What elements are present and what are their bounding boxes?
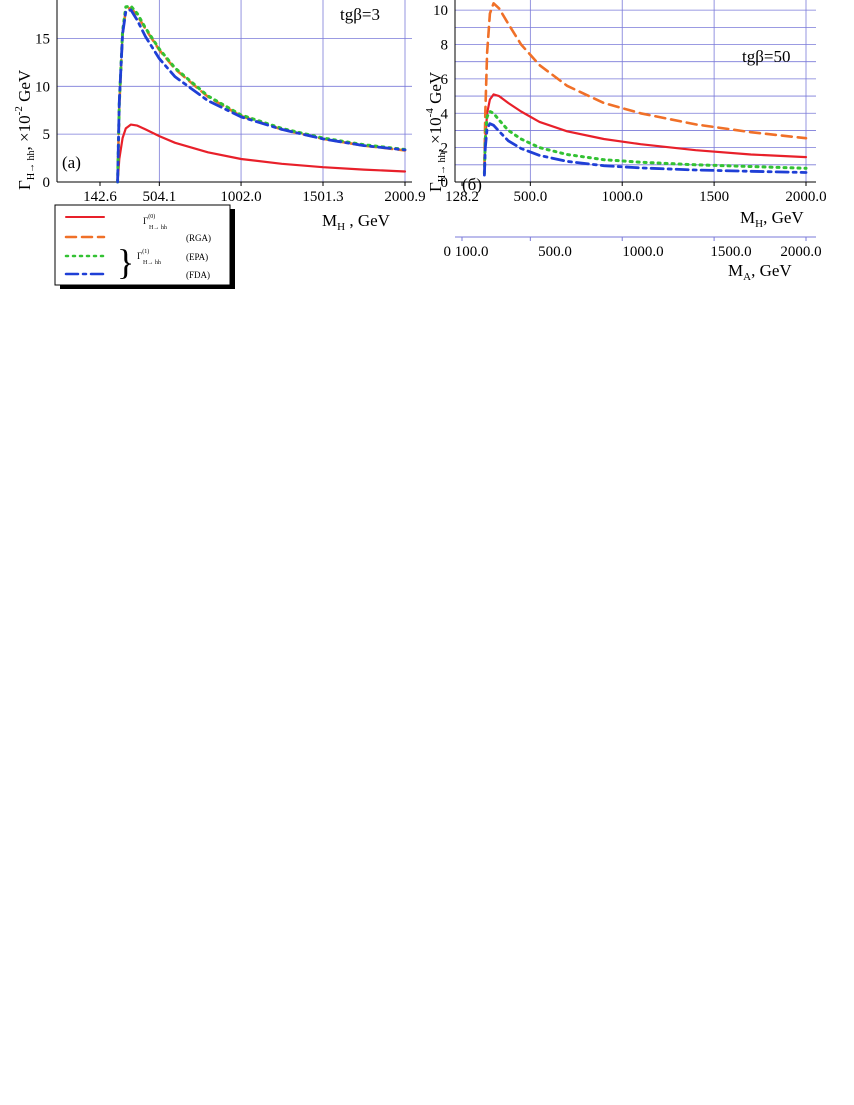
legend-label-fda: (FDA)	[186, 270, 210, 280]
panel-a-xlabel-main: M	[322, 211, 337, 230]
x-tick-label: 2000.0	[785, 189, 826, 205]
panel-a-xlabel-unit: , GeV	[345, 211, 391, 230]
series-fda-line	[483, 122, 808, 177]
x-tick-label: 1002.0	[220, 189, 261, 205]
panel-a-ylabel-sub: H→ hh	[26, 150, 37, 180]
panel-b-x2-ticks: 0 100.0 500.0 1000.0 1500.0 2000.0	[444, 237, 822, 260]
y-tick-label: 4	[441, 106, 449, 122]
panel-b-x2label: MA, GeV	[728, 261, 792, 283]
panel-a-y-ticks: 0 5 10 15	[35, 31, 50, 191]
x2-tick-label: 0 100.0	[444, 244, 489, 260]
x-tick-label: 128.2	[445, 189, 479, 205]
series-epa-line	[482, 110, 808, 175]
legend-gamma1-sup: (1)	[142, 248, 149, 255]
x2-tick-label: 500.0	[538, 244, 572, 260]
panel-a-ylabel: ΓH→ hh, ×10-2 GeV	[13, 69, 37, 190]
panel-a-series	[116, 4, 407, 184]
x-tick-label: 1000.0	[602, 189, 643, 205]
panel-a-x-ticks: 142.6 504.1 1002.0 1501.3 2000.9	[83, 182, 426, 205]
legend-gamma1-main: Γ	[137, 251, 142, 261]
y-tick-label: 10	[433, 3, 448, 19]
panel-b-ylabel-main: Γ	[426, 182, 445, 192]
legend-gamma0: Γ(0) H→ hh	[143, 213, 167, 231]
series-rga-line	[483, 1, 808, 167]
legend-gamma0-sup: (0)	[148, 213, 155, 220]
panel-a-grid	[57, 0, 412, 182]
y-tick-label: 6	[441, 72, 449, 88]
x-tick-label: 504.1	[142, 189, 176, 205]
legend: Γ(0) H→ hh } Γ(1) H→ hh (RGA) (EPA) (FDA)	[54, 204, 235, 289]
x-tick-label: 500.0	[513, 189, 547, 205]
panel-b-xlabel-unit: , GeV	[763, 208, 804, 227]
panel-b-xlabel: MH, GeV	[740, 208, 804, 230]
panel-b-x2label-unit: , GeV	[751, 261, 792, 280]
legend-box	[54, 204, 231, 286]
legend-gamma0-main: Γ	[143, 216, 148, 226]
panel-b-grid	[455, 0, 816, 182]
legend-brace: }	[117, 242, 134, 282]
panel-b: 128.2 500.0 1000.0 1500 2000.0 0 2 4 6 8 10 (б) t…	[424, 0, 827, 283]
x-tick-label: 2000.9	[384, 189, 425, 205]
x2-tick-label: 1000.0	[622, 244, 663, 260]
panel-b-xlabel-main: M	[740, 208, 755, 227]
panel-a-ylabel-rest: , ×10	[15, 115, 34, 150]
x2-tick-label: 1500.0	[710, 244, 751, 260]
panel-b-x2label-main: M	[728, 261, 743, 280]
panel-b-xlabel-sub: H	[755, 218, 763, 230]
series-epa-line	[116, 4, 407, 184]
panel-b-x2label-sub: A	[743, 271, 751, 283]
series-rga-line	[116, 6, 407, 184]
y-tick-label: 15	[35, 31, 50, 47]
panel-a-label: (a)	[62, 153, 81, 172]
panel-b-y-ticks: 0 2 4 6 8 10	[433, 3, 449, 191]
panel-a-ylabel-unit: GeV	[15, 69, 34, 106]
legend-label-epa: (EPA)	[186, 252, 208, 262]
panel-b-ylabel-rest: , ×10	[426, 117, 445, 152]
legend-gamma1-sub: H→ hh	[143, 260, 161, 266]
panel-a-annotation: tgβ=3	[340, 5, 380, 24]
panel-b-ylabel-unit: GeV	[426, 71, 445, 108]
panel-b-ylabel-exp: -4	[424, 108, 436, 118]
panel-a-ylabel-exp: -2	[13, 106, 25, 115]
y-tick-label: 5	[43, 127, 51, 143]
x-tick-label: 142.6	[83, 189, 117, 205]
legend-gamma0-sub: H→ hh	[149, 225, 167, 231]
panel-a-xlabel: MH , GeV	[322, 211, 391, 233]
legend-gamma1: Γ(1) H→ hh	[137, 248, 161, 266]
y-tick-label: 2	[441, 141, 449, 157]
y-tick-label: 0	[441, 175, 449, 191]
x-tick-label: 1500	[699, 189, 729, 205]
y-tick-label: 0	[43, 175, 51, 191]
x-tick-label: 1501.3	[302, 189, 343, 205]
panel-b-ylabel-sub: H→ hh	[437, 152, 448, 182]
panel-b-ylabel: ΓH→ hh, ×10-4 GeV	[424, 71, 448, 192]
panel-b-label: (б)	[462, 175, 482, 194]
x2-tick-label: 2000.0	[780, 244, 821, 260]
panel-b-series	[482, 1, 808, 177]
panel-b-annotation: tgβ=50	[742, 47, 790, 66]
series-tree-line	[483, 93, 808, 173]
panel-a-xlabel-sub: H	[337, 221, 345, 233]
y-tick-label: 10	[35, 79, 50, 95]
panel-a-ylabel-main: Γ	[15, 180, 34, 190]
y-tick-label: 8	[441, 38, 449, 54]
series-fda-line	[116, 8, 407, 184]
series-tree-line	[116, 123, 407, 184]
legend-label-rga: (RGA)	[186, 233, 211, 243]
panel-b-x-ticks: 128.2 500.0 1000.0 1500 2000.0	[445, 182, 827, 205]
